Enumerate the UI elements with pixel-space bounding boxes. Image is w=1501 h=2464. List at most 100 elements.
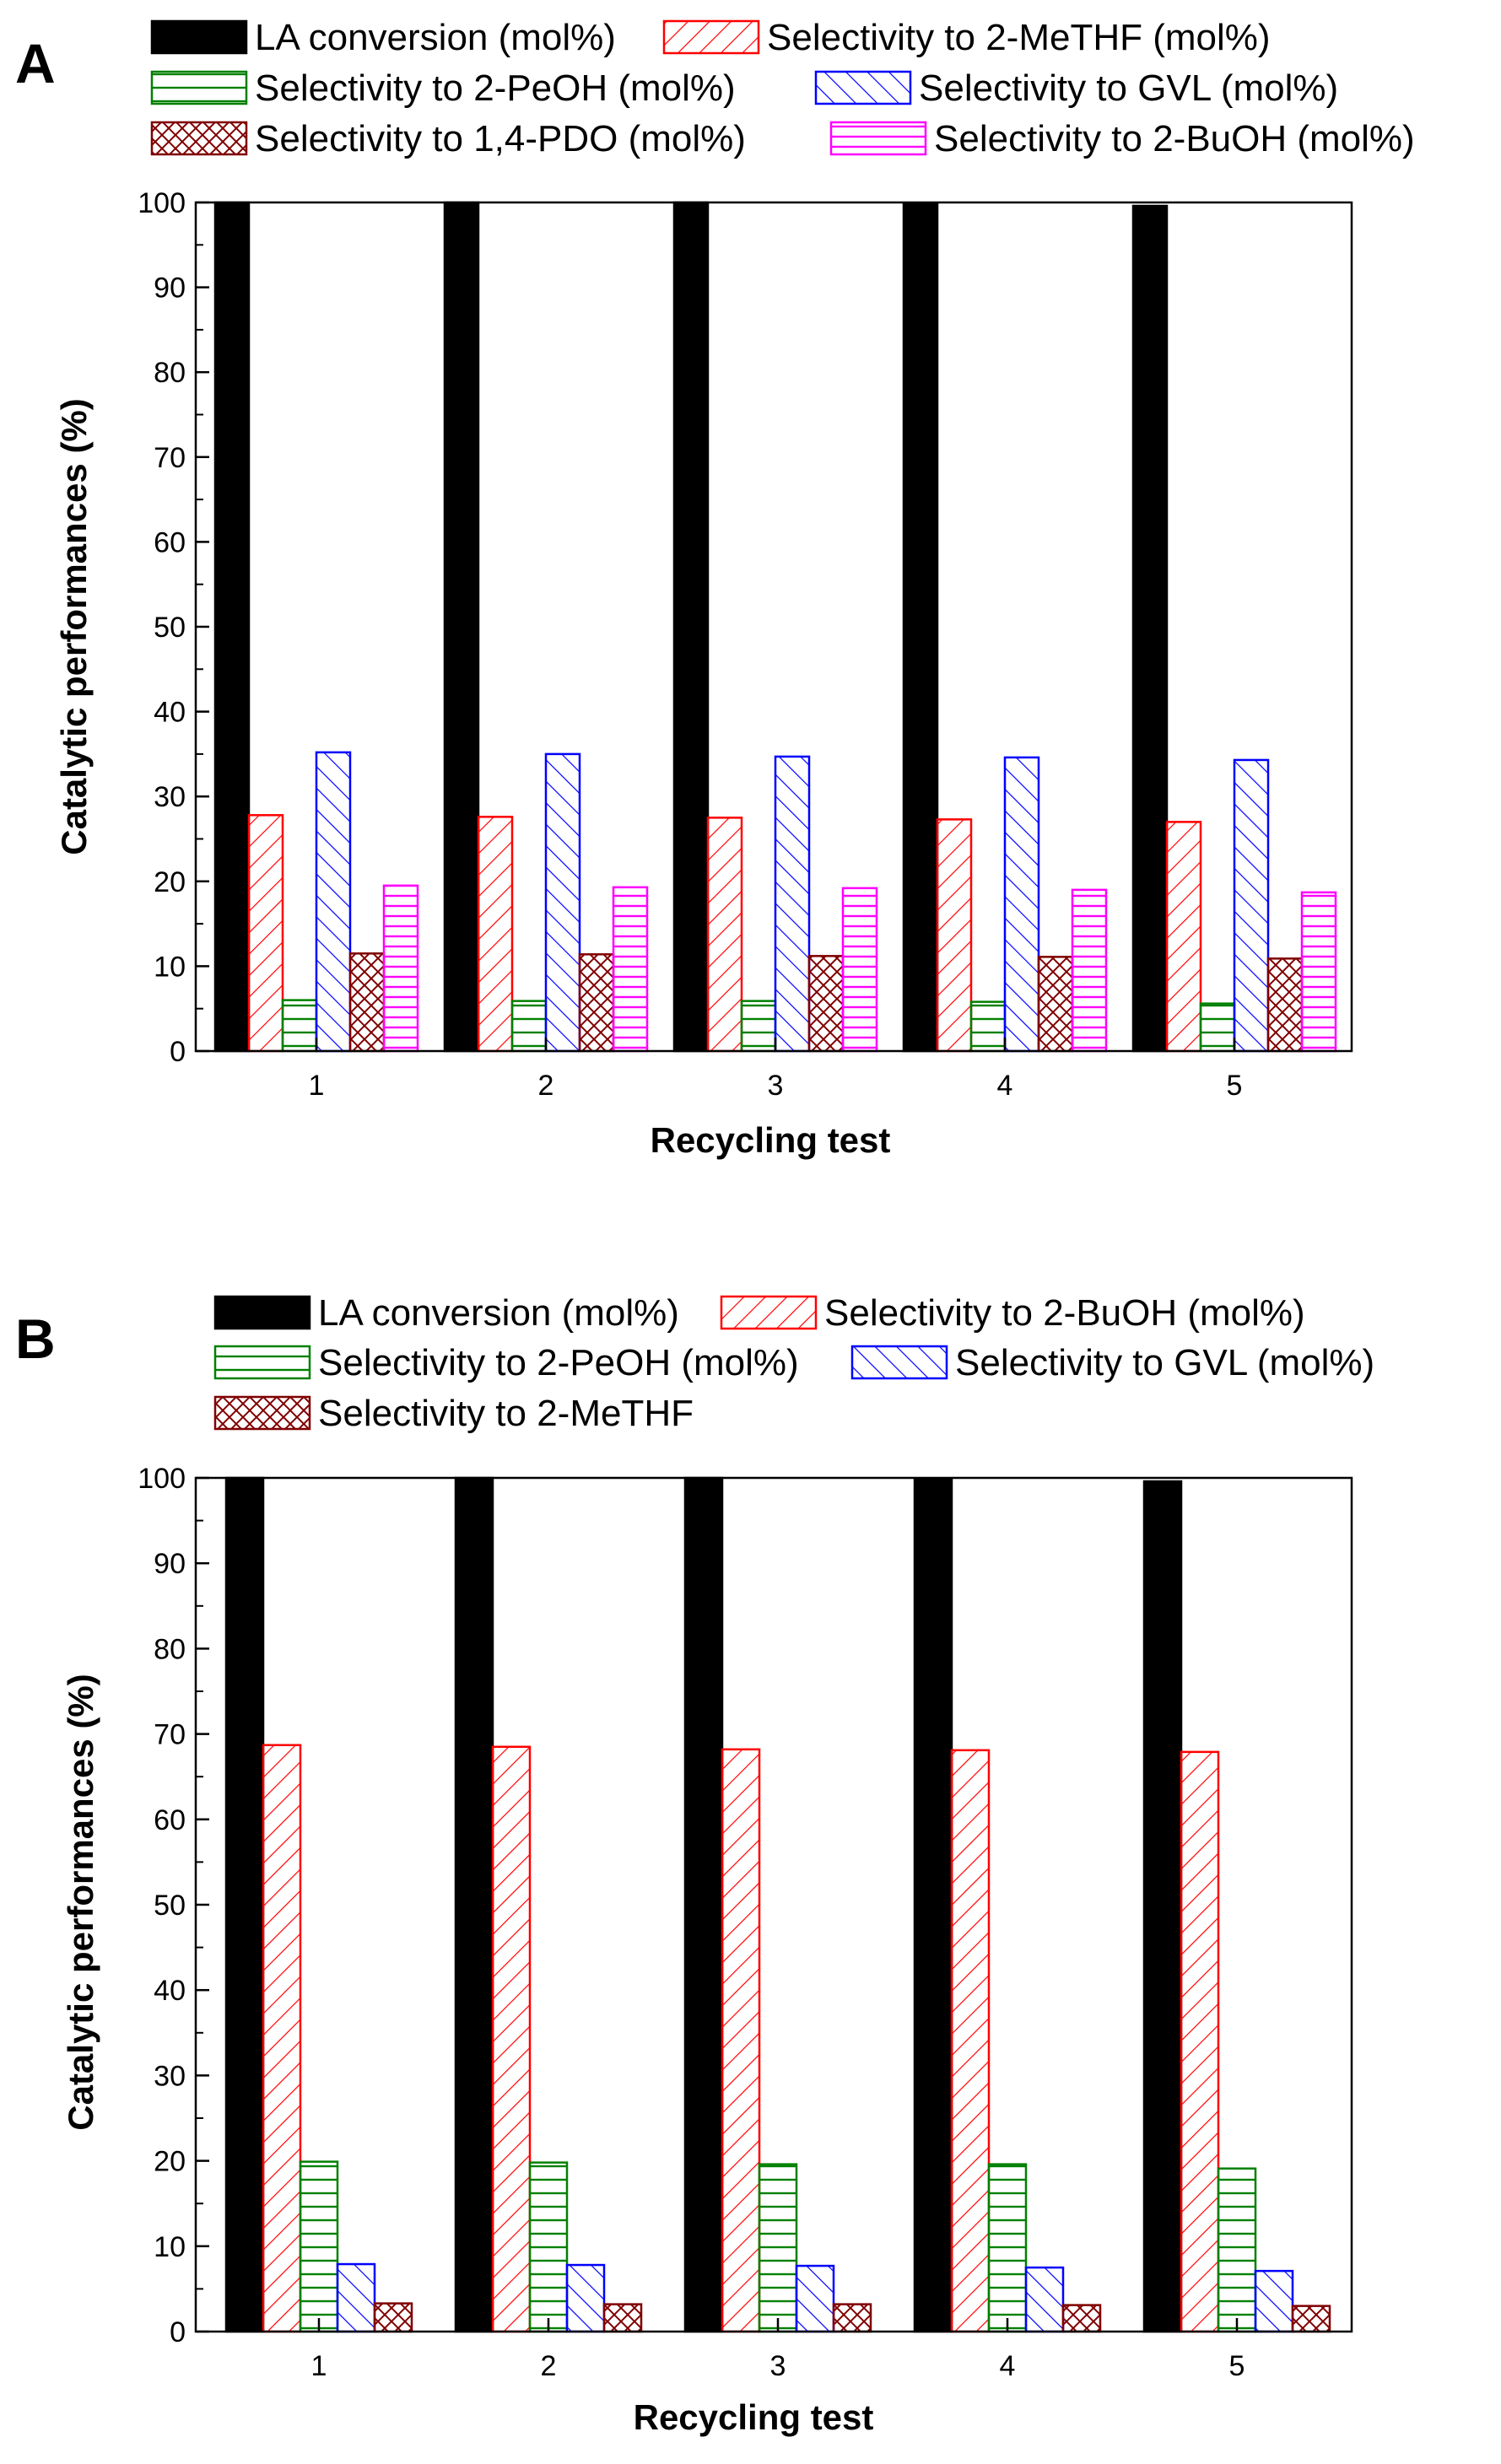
panel-a-ytick-label-0: 0 bbox=[170, 1036, 186, 1068]
panel-b-bar-selectivity-to-2-methf-1 bbox=[373, 2302, 413, 2333]
panel-b-bar-la-conversion-mol-1 bbox=[224, 1476, 265, 2333]
panel-a-ytick-label-100: 100 bbox=[138, 187, 186, 219]
panel-b-ytick-label-100: 100 bbox=[138, 1463, 186, 1495]
panel-a-bar-selectivity-to-gvl-mol-3 bbox=[774, 755, 811, 1053]
panel-a-legend-label-4: Selectivity to 1,4-PDO (mol%) bbox=[255, 118, 746, 159]
panel-a-bar-la-conversion-mol-3 bbox=[672, 201, 710, 1053]
panel-a-ytick-label-80: 80 bbox=[154, 357, 186, 389]
panel-b-ytick-label-60: 60 bbox=[154, 1804, 186, 1836]
panel-a-bar-selectivity-to-1-4-pdo-mol-3 bbox=[807, 955, 845, 1053]
panel-a-legend-label-2: Selectivity to 2-PeOH (mol%) bbox=[255, 67, 736, 109]
panel-b-legend-swatch-2 bbox=[213, 1345, 311, 1380]
panel-b-xtick-label-2: 2 bbox=[541, 2350, 557, 2382]
panel-a-bar-selectivity-to-gvl-mol-4 bbox=[1003, 756, 1040, 1053]
panel-b-bar-la-conversion-mol-2 bbox=[454, 1476, 494, 2333]
panel-a-xtick-label-2: 2 bbox=[538, 1070, 554, 1102]
panel-a-xtick-label-1: 1 bbox=[309, 1070, 325, 1102]
panel-b-bar-selectivity-to-2-methf-5 bbox=[1291, 2305, 1331, 2333]
panel-b-legend-label-1: Selectivity to 2-BuOH (mol%) bbox=[824, 1292, 1305, 1334]
panel-b-bar-la-conversion-mol-5 bbox=[1142, 1480, 1183, 2333]
panel-a-bar-selectivity-to-gvl-mol-1 bbox=[315, 751, 352, 1053]
panel-a-bar-selectivity-to-2-buoh-mol-3 bbox=[841, 887, 878, 1053]
panel-a-bar-la-conversion-mol-4 bbox=[902, 202, 939, 1053]
panel-b-xtick-label-3: 3 bbox=[770, 2350, 786, 2382]
panel-a-bar-la-conversion-mol-2 bbox=[443, 201, 480, 1053]
panel-b-bar-la-conversion-mol-4 bbox=[913, 1478, 953, 2333]
panel-a-legend-swatch-3 bbox=[814, 70, 912, 105]
panel-a-bar-selectivity-to-1-4-pdo-mol-2 bbox=[578, 953, 615, 1053]
panel-b-bar-selectivity-to-2-methf-2 bbox=[602, 2303, 643, 2333]
panel-b-xtick-label-4: 4 bbox=[1000, 2350, 1016, 2382]
panel-b-legend-label-3: Selectivity to GVL (mol%) bbox=[955, 1342, 1374, 1383]
panel-b-ytick-label-10: 10 bbox=[154, 2231, 186, 2263]
panel-b-ytick-label-50: 50 bbox=[154, 1890, 186, 1922]
panel-b-bar-la-conversion-mol-3 bbox=[683, 1476, 724, 2333]
panel-b-bar-selectivity-to-gvl-mol-5 bbox=[1254, 2269, 1294, 2333]
panel-a-bar-selectivity-to-2-methf-mol-3 bbox=[706, 817, 743, 1053]
panel-a-ytick-label-30: 30 bbox=[154, 781, 186, 813]
panel-b-bar-selectivity-to-gvl-mol-2 bbox=[565, 2263, 606, 2333]
panel-a-bar-selectivity-to-2-buoh-mol-1 bbox=[382, 884, 419, 1053]
panel-b-bar-selectivity-to-2-peoh-mol-5 bbox=[1217, 2167, 1257, 2333]
panel-b-bar-selectivity-to-2-buoh-mol-4 bbox=[950, 1749, 991, 2333]
panel-a-bar-selectivity-to-1-4-pdo-mol-1 bbox=[348, 952, 386, 1053]
panel-a-legend-label-3: Selectivity to GVL (mol%) bbox=[919, 67, 1338, 109]
panel-b-letter: B bbox=[15, 1307, 56, 1370]
panel-b-bar-selectivity-to-2-buoh-mol-5 bbox=[1180, 1750, 1220, 2333]
panel-b-bar-selectivity-to-gvl-mol-3 bbox=[795, 2264, 835, 2333]
panel-a-bar-selectivity-to-gvl-mol-2 bbox=[544, 752, 581, 1053]
panel-a-ytick-label-90: 90 bbox=[154, 272, 186, 305]
panel-b-bar-selectivity-to-2-buoh-mol-1 bbox=[262, 1744, 302, 2333]
panel-b-bar-selectivity-to-2-peoh-mol-4 bbox=[987, 2163, 1028, 2333]
panel-b-ytick-label-90: 90 bbox=[154, 1548, 186, 1580]
panel-b-bar-selectivity-to-2-peoh-mol-2 bbox=[528, 2161, 569, 2333]
panel-a-bar-selectivity-to-2-peoh-mol-3 bbox=[740, 1000, 777, 1053]
panel-a-legend-swatch-1 bbox=[662, 19, 760, 55]
panel-a-bar-selectivity-to-2-buoh-mol-4 bbox=[1071, 888, 1108, 1053]
panel-a-bar-la-conversion-mol-1 bbox=[213, 201, 251, 1053]
panel-a-bar-selectivity-to-1-4-pdo-mol-5 bbox=[1266, 957, 1304, 1053]
panel-b-legend-swatch-0 bbox=[213, 1295, 311, 1330]
panel-a-ytick-label-20: 20 bbox=[154, 866, 186, 898]
panel-b-ytick-label-30: 30 bbox=[154, 2060, 186, 2092]
panel-a-ytick-label-60: 60 bbox=[154, 526, 186, 558]
panel-a-bar-selectivity-to-2-methf-mol-1 bbox=[247, 814, 284, 1053]
panel-a-bar-selectivity-to-2-peoh-mol-4 bbox=[969, 1000, 1007, 1053]
panel-a-bar-selectivity-to-2-peoh-mol-2 bbox=[510, 1000, 548, 1053]
panel-a-ytick-label-10: 10 bbox=[154, 951, 186, 983]
panel-b-ytick-label-80: 80 bbox=[154, 1633, 186, 1665]
panel-a-legend-swatch-0 bbox=[150, 19, 248, 55]
panel-b-bar-selectivity-to-gvl-mol-4 bbox=[1024, 2266, 1065, 2333]
panel-a-bar-selectivity-to-2-buoh-mol-5 bbox=[1300, 891, 1337, 1053]
panel-a-legend-swatch-2 bbox=[150, 70, 248, 105]
panel-a-bar-selectivity-to-2-methf-mol-4 bbox=[936, 818, 973, 1053]
panel-a-bar-selectivity-to-gvl-mol-5 bbox=[1233, 758, 1270, 1053]
panel-a-legend-swatch-5 bbox=[829, 121, 927, 156]
panel-b-bar-selectivity-to-2-peoh-mol-3 bbox=[758, 2163, 798, 2333]
panel-b-ytick-label-70: 70 bbox=[154, 1719, 186, 1751]
panel-a-legend-label-0: LA conversion (mol%) bbox=[255, 17, 616, 58]
panel-b-xlabel: Recycling test bbox=[634, 2397, 874, 2437]
panel-a-xtick-label-4: 4 bbox=[997, 1070, 1013, 1102]
panel-a-legend-label-5: Selectivity to 2-BuOH (mol%) bbox=[934, 118, 1415, 159]
panel-b-ytick-label-0: 0 bbox=[170, 2316, 186, 2348]
panel-b-legend-label-0: LA conversion (mol%) bbox=[318, 1292, 679, 1334]
panel-b-legend-swatch-4 bbox=[213, 1395, 311, 1431]
panel-a-bar-selectivity-to-2-methf-mol-5 bbox=[1165, 821, 1202, 1053]
panel-a-bar-la-conversion-mol-5 bbox=[1131, 204, 1169, 1053]
panel-b-legend-swatch-3 bbox=[850, 1345, 948, 1380]
panel-b-bar-selectivity-to-2-methf-3 bbox=[832, 2303, 872, 2333]
panel-a-ytick-label-40: 40 bbox=[154, 697, 186, 729]
panel-b-xtick-label-1: 1 bbox=[311, 2350, 327, 2382]
panel-a-bar-selectivity-to-2-methf-mol-2 bbox=[477, 816, 514, 1053]
panel-a-xlabel: Recycling test bbox=[651, 1120, 891, 1160]
panel-a-ytick-label-70: 70 bbox=[154, 442, 186, 474]
panel-a-xtick-label-5: 5 bbox=[1227, 1070, 1243, 1102]
panel-b-legend-label-2: Selectivity to 2-PeOH (mol%) bbox=[318, 1342, 799, 1383]
panel-b-ytick-label-20: 20 bbox=[154, 2146, 186, 2178]
panel-a-letter: A bbox=[15, 32, 56, 94]
panel-a-bar-selectivity-to-2-buoh-mol-2 bbox=[612, 886, 649, 1053]
panel-a-ylabel: Catalytic performances (%) bbox=[54, 398, 94, 855]
panel-b-bar-selectivity-to-2-peoh-mol-1 bbox=[299, 2160, 339, 2333]
